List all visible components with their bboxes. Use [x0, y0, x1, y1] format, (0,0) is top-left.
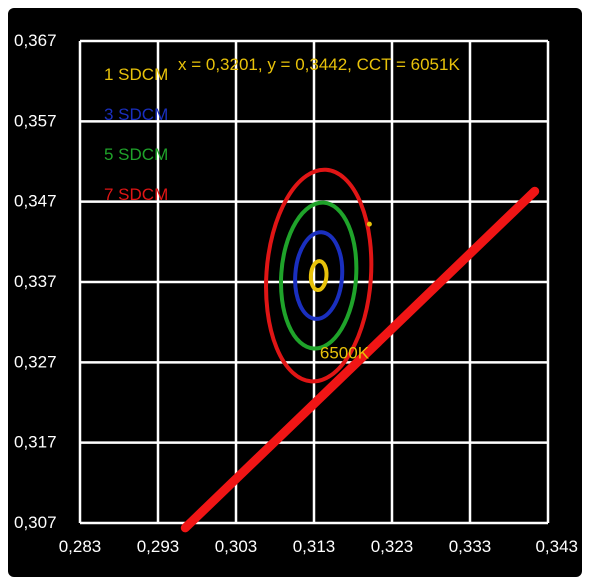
- y-tick-label: 0,357: [14, 111, 57, 130]
- legend-item-5-sdcm: 5 SDCM: [104, 145, 168, 164]
- y-tick-label: 0,367: [14, 31, 57, 50]
- y-tick-label: 0,337: [14, 272, 57, 291]
- x-tick-label: 0,303: [215, 537, 258, 556]
- planck-locus-line: [180, 186, 540, 533]
- legend-item-7-sdcm: 7 SDCM: [104, 185, 168, 204]
- y-tick-label: 0,347: [14, 192, 57, 211]
- sdcm-ellipse-1: [308, 259, 329, 293]
- legend: 1 SDCM 3 SDCM 5 SDCM 7 SDCM: [104, 65, 168, 204]
- coordinate-readout: x = 0,3201, y = 0,3442, CCT = 6051K: [178, 55, 460, 74]
- x-tick-label: 0,343: [535, 537, 578, 556]
- sdcm-ellipse-7: [264, 167, 374, 384]
- sdcm-ellipse-5: [278, 200, 359, 351]
- x-tick-label: 0,313: [293, 537, 336, 556]
- x-tick-label: 0,283: [59, 537, 102, 556]
- reference-cct-label: 6500K: [320, 344, 370, 363]
- grid: [78, 39, 550, 525]
- chart-frame: 0,307 0,317 0,327 0,337 0,347 0,357 0,367 0,28…: [8, 8, 582, 577]
- legend-item-1-sdcm: 1 SDCM: [104, 65, 168, 84]
- y-tick-label: 0,307: [14, 513, 57, 532]
- x-tick-label: 0,293: [137, 537, 180, 556]
- y-tick-label: 0,327: [14, 352, 57, 371]
- x-axis-ticks: 0,283 0,293 0,303 0,313 0,323 0,333 0,343: [59, 537, 578, 556]
- y-tick-label: 0,317: [14, 433, 57, 452]
- x-tick-label: 0,323: [371, 537, 414, 556]
- sdcm-ellipses: [264, 167, 374, 384]
- measured-point-marker: [366, 221, 372, 227]
- legend-item-3-sdcm: 3 SDCM: [104, 105, 168, 124]
- y-axis-ticks: 0,307 0,317 0,327 0,337 0,347 0,357 0,367: [14, 31, 57, 532]
- cie-chromaticity-chart: 0,307 0,317 0,327 0,337 0,347 0,357 0,367 0,28…: [14, 31, 578, 556]
- sdcm-ellipse-3: [293, 230, 345, 321]
- x-tick-label: 0,333: [449, 537, 492, 556]
